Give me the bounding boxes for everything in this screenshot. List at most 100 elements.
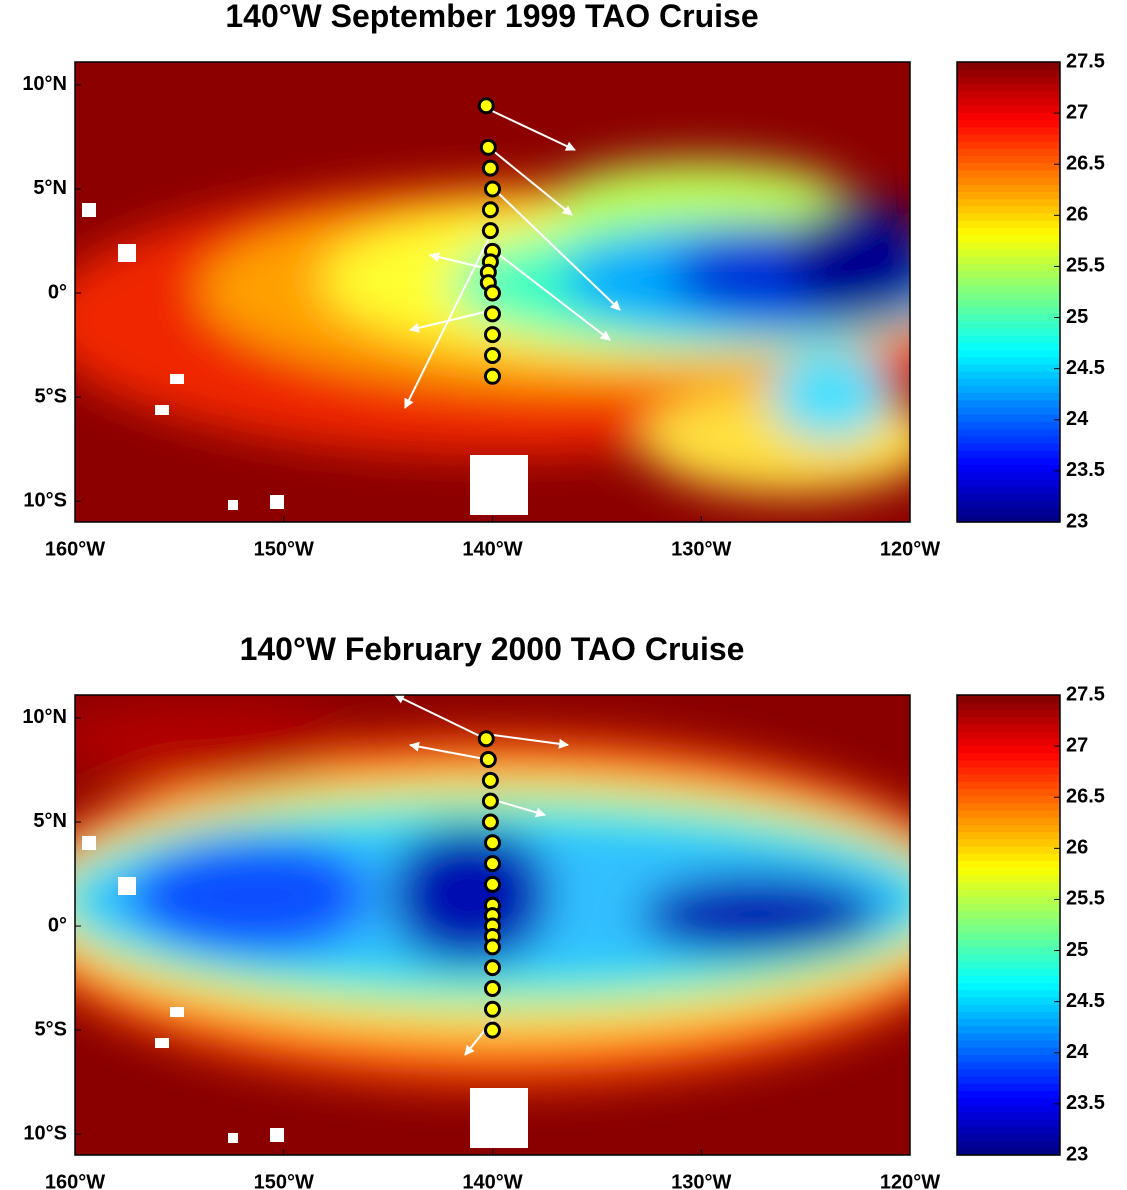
station <box>484 834 501 852</box>
colorbar-tick-label: 25.5 <box>1066 888 1105 910</box>
colorbar-tick-label: 23 <box>1066 510 1088 532</box>
current-vectors <box>394 109 621 1056</box>
colorbar-cell <box>957 1097 1060 1106</box>
colorbar-tick-label: 24.5 <box>1066 990 1105 1012</box>
colorbar-cell <box>957 292 1060 300</box>
colorbar-cell <box>957 1011 1060 1020</box>
colorbar-cell <box>957 62 1060 70</box>
station <box>477 730 495 748</box>
colorbar-tick-label: 27.5 <box>1066 683 1105 705</box>
colorbar-cell <box>957 759 1060 768</box>
colorbar-cell <box>957 1083 1060 1091</box>
colorbar-cell <box>957 76 1060 85</box>
colorbar-cell <box>957 148 1060 157</box>
colorbar-cell <box>957 112 1060 121</box>
colorbar-cell <box>957 335 1060 343</box>
colorbar-cell <box>957 270 1060 279</box>
colorbar-cell <box>957 802 1060 811</box>
colorbar-cell <box>957 1140 1060 1149</box>
colorbar-cell <box>957 702 1060 710</box>
colorbar-cell <box>957 478 1060 487</box>
colorbar-cell <box>957 917 1060 926</box>
colorbar-cell <box>957 191 1060 200</box>
station <box>481 771 499 789</box>
colorbar-cell <box>957 1054 1060 1063</box>
colorbar-cell <box>957 363 1060 372</box>
colorbar-cell <box>957 241 1060 250</box>
colorbar-cell <box>957 399 1060 408</box>
colorbar-cell <box>957 299 1060 307</box>
colorbar-cell <box>957 356 1060 365</box>
colorbar-cell <box>957 155 1060 164</box>
y-tick-label: 5°S <box>35 385 67 407</box>
colorbar-cell <box>957 435 1060 444</box>
colorbar-cell <box>957 968 1060 976</box>
colorbar-cell <box>957 817 1060 825</box>
station <box>481 813 499 831</box>
colorbar-cell <box>957 105 1060 113</box>
colorbar-cell <box>957 507 1060 516</box>
colorbar-cell <box>957 989 1060 998</box>
station <box>484 875 501 893</box>
colorbar-cell <box>957 493 1060 502</box>
y-tick-label: 5°S <box>35 1018 67 1040</box>
colorbar-cell <box>957 1119 1060 1127</box>
colorbar-cell <box>957 184 1060 192</box>
colorbar-cell <box>957 450 1060 458</box>
colorbar-cell <box>957 1111 1060 1120</box>
colorbar-cell <box>957 277 1060 286</box>
colorbar-tick-label: 27 <box>1066 734 1088 756</box>
colorbar-cell <box>957 975 1060 984</box>
colorbar-cell <box>957 824 1060 833</box>
colorbar-cell <box>957 248 1060 257</box>
colorbar-cell <box>957 69 1060 77</box>
colorbar-tick-label: 23.5 <box>1066 1092 1105 1114</box>
station <box>484 938 501 956</box>
colorbar-cell <box>957 766 1060 775</box>
colorbar-cell <box>957 1075 1060 1084</box>
colorbar-cell <box>957 960 1060 969</box>
colorbar-tick-label: 25 <box>1066 939 1088 961</box>
colorbar-cell <box>957 695 1060 703</box>
station <box>484 959 501 977</box>
colorbar-cell <box>957 1047 1060 1055</box>
colorbar-cell <box>957 97 1060 106</box>
x-tick-label: 120°W <box>880 538 940 560</box>
station <box>481 792 499 810</box>
colorbar-cell <box>957 860 1060 869</box>
y-tick-label: 5°N <box>33 177 67 199</box>
colorbar-cell <box>957 457 1060 466</box>
colorbar-cell <box>957 896 1060 905</box>
colorbar-frame <box>956 61 1061 523</box>
colorbar-cell <box>957 327 1060 336</box>
station <box>484 305 501 323</box>
x-tick-label: 160°W <box>45 538 105 560</box>
colorbar-cell <box>957 925 1060 933</box>
x-tick-label: 130°W <box>671 538 731 560</box>
station <box>481 159 499 177</box>
y-tick-label: 10°N <box>22 73 67 95</box>
colorbar-cell <box>957 867 1060 876</box>
colorbar-cell <box>957 263 1060 272</box>
x-tick-label: 140°W <box>462 1171 522 1190</box>
colorbar-cell <box>957 1032 1060 1041</box>
y-tick-label: 10°S <box>23 489 67 511</box>
y-tick-label: 0° <box>48 914 67 936</box>
station <box>484 346 501 364</box>
x-tick-label: 150°W <box>254 1171 314 1190</box>
y-tick-label: 10°N <box>22 706 67 728</box>
colorbar-tick-label: 25.5 <box>1066 255 1105 277</box>
colorbar-cell <box>957 133 1060 142</box>
colorbar-cell <box>957 407 1060 415</box>
y-tick-label: 0° <box>48 281 67 303</box>
colorbar-cell <box>957 212 1060 221</box>
colorbar-tick-label: 26.5 <box>1066 153 1105 175</box>
station <box>484 1021 501 1039</box>
colorbar-cell <box>957 220 1060 228</box>
colorbar-cell <box>957 514 1060 523</box>
x-tick-label: 160°W <box>45 1171 105 1190</box>
y-tick-label: 10°S <box>23 1122 67 1144</box>
colorbar-cell <box>957 1090 1060 1099</box>
colorbar-cell <box>957 752 1060 761</box>
